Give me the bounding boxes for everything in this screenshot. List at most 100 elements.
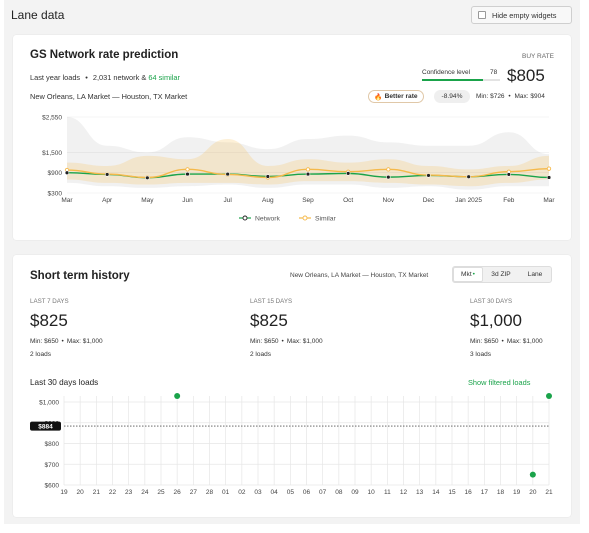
x-tick-label: 11 xyxy=(384,489,391,496)
stat-loads-30: 3 loads xyxy=(470,351,491,358)
load-point xyxy=(529,471,536,478)
x-tick-label: Sep xyxy=(302,197,314,204)
checkbox-icon[interactable] xyxy=(478,11,486,19)
x-tick-label: 20 xyxy=(529,489,537,496)
segment-3d-zip[interactable]: 3d ZIP xyxy=(491,271,511,278)
point-network xyxy=(145,175,150,181)
lane-label: New Orleans, LA Market — Houston, TX Mar… xyxy=(30,92,188,101)
short-term-history-card xyxy=(13,255,571,517)
x-tick-label: 20 xyxy=(77,489,85,496)
point-similar xyxy=(386,167,391,172)
stat-label-30: LAST 30 DAYS xyxy=(470,298,513,305)
x-tick-label: 24 xyxy=(141,489,149,496)
stat-value-7: $825 xyxy=(30,311,68,330)
lane-scope-selector: Mkt • 3d ZIP Lane xyxy=(452,266,552,283)
x-tick-label: Jan 2025 xyxy=(455,197,482,204)
flame-icon: 🔥 xyxy=(374,93,383,101)
confidence-value: 78 xyxy=(490,69,498,76)
point-network xyxy=(64,170,70,175)
history-title: Short term history xyxy=(30,270,130,282)
reference-label: $884 xyxy=(38,424,53,431)
stat-loads-15: 2 loads xyxy=(250,351,271,358)
x-tick-label: 21 xyxy=(93,489,101,496)
hide-empty-widgets-toggle[interactable]: Hide empty widgets xyxy=(471,6,572,24)
x-tick-label: 07 xyxy=(319,489,327,496)
buy-rate-label: BUY RATE xyxy=(522,53,554,60)
legend-label-similar: Similar xyxy=(315,216,337,223)
x-tick-label: Mar xyxy=(543,197,555,204)
x-tick-label: Jul xyxy=(224,197,233,204)
buy-rate-price: $805 xyxy=(507,66,545,85)
point-network xyxy=(546,175,552,180)
last-30-days-chart: 19 20 21 22 23 24 25 26 27 28 01 02 03 04 05 06 07 08 09 10… xyxy=(30,393,553,496)
stat-label-15: LAST 15 DAYS xyxy=(250,298,293,305)
x-tick-label: 23 xyxy=(125,489,133,496)
similar-count-link[interactable]: 64 similar xyxy=(148,73,180,82)
x-tick-label: 03 xyxy=(254,489,262,496)
x-tick-label: 25 xyxy=(157,489,165,496)
x-tick-label: 21 xyxy=(545,489,553,496)
x-tick-label: Apr xyxy=(102,197,113,204)
delta-badge: -8.94% xyxy=(434,90,470,103)
y-tick-label: $900 xyxy=(48,170,63,177)
stat-minmax-15: Min: $650 • Max: $1,000 xyxy=(250,338,323,345)
x-tick-label: 04 xyxy=(271,489,279,496)
better-rate-label: Better rate xyxy=(384,93,418,100)
stat-value-30: $1,000 xyxy=(470,311,522,330)
point-network xyxy=(466,174,471,179)
x-tick-label: 26 xyxy=(174,489,182,496)
x-tick-label: 15 xyxy=(448,489,456,496)
rate-prediction-card xyxy=(13,35,571,240)
y-tick-label: $1,000 xyxy=(39,400,59,407)
point-similar xyxy=(185,167,190,172)
x-tick-label: Aug xyxy=(262,197,274,204)
confidence-label: Confidence level xyxy=(422,69,471,76)
page-title: Lane data xyxy=(11,8,65,22)
history-lane: New Orleans, LA Market — Houston, TX Mar… xyxy=(290,272,429,279)
x-tick-label: 28 xyxy=(206,489,214,496)
max-value: Max: $904 xyxy=(514,93,545,100)
x-tick-label: Nov xyxy=(383,197,395,204)
stat-minmax-7: Min: $650 • Max: $1,000 xyxy=(30,338,103,345)
reference-label-bg xyxy=(30,421,61,431)
x-tick-label: Feb xyxy=(503,197,515,204)
hide-empty-label: Hide empty widgets xyxy=(492,10,557,20)
prediction-title: GS Network rate prediction xyxy=(30,49,179,61)
segment-lane[interactable]: Lane xyxy=(527,271,543,278)
min-max: Min: $726 • Max: $904 xyxy=(476,93,545,100)
x-tick-label: Oct xyxy=(343,197,353,204)
point-network xyxy=(506,172,512,177)
x-tick-label: Jun xyxy=(182,197,193,204)
active-dot-icon: • xyxy=(472,271,475,278)
load-point xyxy=(546,393,552,399)
confidence-bar xyxy=(422,79,483,81)
legend-marker-network xyxy=(242,215,248,221)
legend-label-network: Network xyxy=(255,216,281,223)
y-tick-label: $300 xyxy=(48,191,63,198)
point-network xyxy=(345,171,351,176)
x-tick-label: 19 xyxy=(513,489,521,496)
stat-value-15: $825 xyxy=(250,311,288,330)
x-tick-label: May xyxy=(141,197,154,204)
segment-mkt[interactable]: Mkt • xyxy=(453,267,483,282)
point-similar xyxy=(305,167,311,172)
loads-title: Last 30 days loads xyxy=(30,378,99,387)
x-tick-label: 17 xyxy=(481,489,489,496)
better-rate-badge: 🔥 Better rate xyxy=(368,90,424,103)
stat-minmax-30: Min: $650 • Max: $1,000 xyxy=(470,338,543,345)
x-tick-label: 05 xyxy=(287,489,295,496)
x-tick-label: 22 xyxy=(109,489,117,496)
x-tick-label: 09 xyxy=(351,489,359,496)
x-tick-label: 13 xyxy=(416,489,424,496)
point-similar xyxy=(546,166,552,171)
show-filtered-loads-link[interactable]: Show filtered loads xyxy=(468,378,531,387)
x-tick-label: 01 xyxy=(222,489,230,496)
stat-loads-7: 2 loads xyxy=(30,351,51,358)
x-tick-label: 12 xyxy=(400,489,408,496)
y-tick-label: $700 xyxy=(45,462,60,469)
last-year-loads: Last year loads • 2,031 network & 64 sim… xyxy=(30,73,180,82)
x-tick-label: Mar xyxy=(61,197,73,204)
y-tick-label: $1,500 xyxy=(42,150,62,157)
